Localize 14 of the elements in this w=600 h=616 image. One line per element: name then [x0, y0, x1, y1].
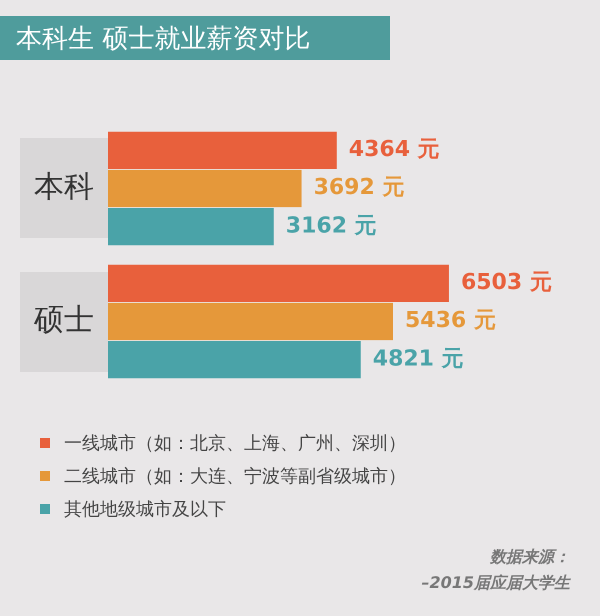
legend-label: 二线城市（如：大连、宁波等副省级城市）	[64, 464, 406, 488]
y-tick-label: 硕士	[33, 302, 94, 338]
data-label: 5436 元	[405, 308, 496, 334]
source-note: 数据来源：	[489, 546, 570, 568]
legend-label: 一线城市（如：北京、上海、广州、深圳）	[64, 432, 406, 454]
y-tick-label: 本科	[34, 169, 94, 204]
data-label: 6503 元	[460, 270, 552, 296]
data-label: 4364 元	[348, 137, 440, 162]
chart-title: 本科生 硕士就业薪资对比	[0, 16, 390, 60]
data-label: 3162 元	[286, 213, 377, 238]
data-label: 3692 元	[314, 175, 404, 200]
legend-label: 其他地级城市及以下	[64, 498, 226, 520]
data-label: 4821 元	[372, 346, 464, 372]
text: –2015届应届大学生	[421, 572, 570, 594]
